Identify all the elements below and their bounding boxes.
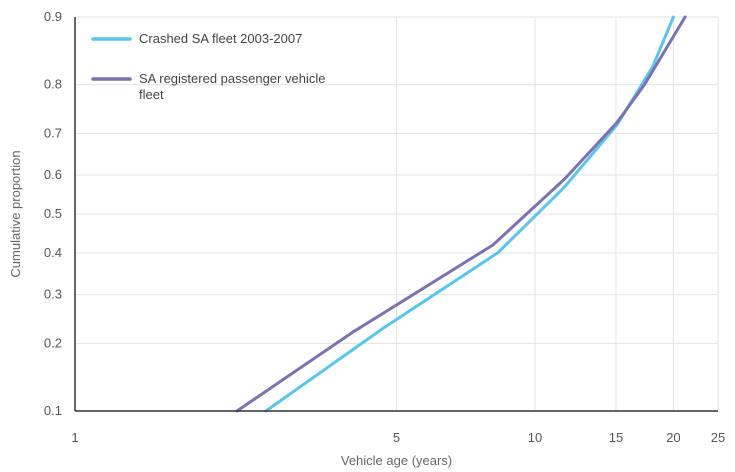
legend-entry-1: Crashed SA fleet 2003-2007 bbox=[139, 31, 302, 46]
y-tick-label: 0.5 bbox=[44, 206, 62, 221]
x-tick-label: 1 bbox=[71, 430, 78, 445]
x-tick-label: 15 bbox=[609, 430, 623, 445]
x-tick-label: 5 bbox=[393, 430, 400, 445]
y-tick-label: 0.8 bbox=[44, 77, 62, 92]
y-tick-label: 0.2 bbox=[44, 335, 62, 350]
y-tick-label: 0.7 bbox=[44, 125, 62, 140]
x-tick-label: 20 bbox=[666, 430, 680, 445]
y-tick-label: 0.3 bbox=[44, 287, 62, 302]
x-tick-label: 25 bbox=[711, 430, 725, 445]
y-tick-label: 0.6 bbox=[44, 167, 62, 182]
legend-entry-2: SA registered passenger vehicle fleet bbox=[139, 71, 325, 102]
x-axis-label: Vehicle age (years) bbox=[341, 453, 452, 468]
y-tick-label: 0.9 bbox=[44, 9, 62, 24]
y-axis-label: Cumulative proportion bbox=[8, 150, 23, 277]
y-tick-label: 0.4 bbox=[44, 245, 62, 260]
x-tick-label: 10 bbox=[528, 430, 542, 445]
y-tick-label: 0.1 bbox=[44, 403, 62, 418]
legend: Crashed SA fleet 2003-2007 SA registered … bbox=[93, 31, 325, 102]
